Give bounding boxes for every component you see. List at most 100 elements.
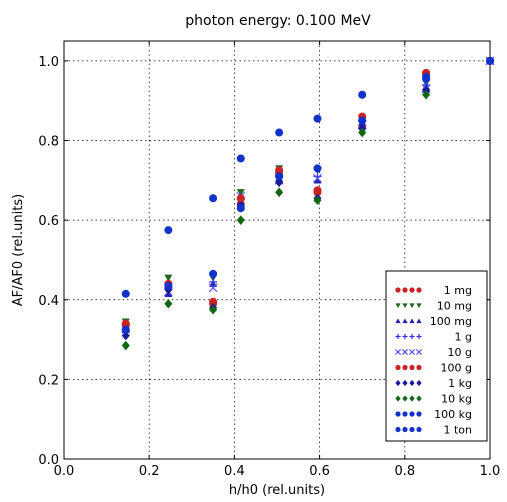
legend-marker — [416, 426, 422, 433]
data-point — [486, 56, 494, 65]
legend-item: 10 kg — [395, 393, 472, 406]
data-point — [121, 340, 130, 351]
legend-item: 1 mg — [395, 284, 472, 297]
data-point — [209, 297, 218, 306]
data-points — [121, 56, 495, 351]
data-point — [164, 226, 173, 235]
x-tick-label: 0.6 — [309, 464, 330, 479]
data-point — [209, 304, 218, 315]
legend-label: 100 mg — [430, 315, 472, 328]
legend-marker — [402, 364, 408, 371]
data-point — [313, 164, 322, 173]
data-point — [358, 116, 367, 125]
legend-marker — [394, 348, 402, 356]
legend-marker — [395, 318, 401, 324]
series-1-ton — [121, 56, 494, 298]
data-point — [236, 189, 245, 197]
legend-marker — [402, 379, 408, 387]
data-point — [121, 319, 130, 328]
grid-lines — [64, 41, 490, 459]
legend-marker — [408, 348, 416, 356]
legend-label: 1 g — [455, 331, 472, 344]
x-tick-label: 1.0 — [480, 464, 501, 479]
legend-label: 10 kg — [441, 393, 472, 406]
x-tick-label: 0.4 — [224, 464, 245, 479]
x-axis-label: h/h0 (rel.units) — [229, 483, 325, 498]
data-point — [358, 127, 367, 138]
data-point — [209, 269, 218, 278]
data-point — [236, 204, 245, 213]
axis-ticks: 0.0 0.2 0.4 0.6 0.8 1.0 0.0 0.2 0.4 0.6 0.8 1.0 — [38, 41, 500, 479]
data-point — [209, 194, 218, 203]
data-point — [275, 128, 284, 137]
x-tick-label: 0.2 — [139, 464, 160, 479]
plot-frame — [63, 40, 491, 460]
data-point — [275, 172, 284, 181]
data-point — [236, 215, 245, 225]
legend-item: 10 g — [394, 346, 472, 359]
legend-marker — [409, 318, 415, 324]
data-point — [164, 274, 173, 282]
legend-marker — [416, 395, 422, 402]
legend-marker — [395, 333, 401, 340]
y-axis-label: AF/AF0 (rel.units) — [11, 194, 26, 306]
legend-label: 100 kg — [434, 408, 472, 421]
chart-title: photon energy: 0.100 MeV — [185, 13, 371, 29]
legend-marker — [402, 395, 408, 402]
data-point — [422, 89, 431, 100]
legend-marker — [402, 426, 408, 433]
legend-marker — [416, 411, 422, 417]
y-tick-label: 1.0 — [38, 55, 59, 70]
legend-marker — [416, 318, 422, 324]
data-point — [121, 325, 130, 334]
legend-marker — [402, 303, 408, 309]
legend-item: 10 mg — [395, 300, 472, 313]
series-10-kg — [121, 56, 494, 351]
legend-marker — [416, 303, 422, 309]
legend-marker — [402, 287, 408, 293]
legend-marker — [401, 348, 409, 356]
legend-label: 100 g — [441, 362, 472, 375]
data-point — [313, 173, 322, 183]
legend-marker — [395, 426, 401, 433]
legend-marker — [395, 395, 401, 402]
x-tick-label: 0.0 — [54, 464, 75, 479]
legend-marker — [409, 333, 415, 340]
legend-marker — [415, 348, 423, 356]
data-point — [164, 298, 173, 309]
data-point — [164, 281, 173, 290]
data-point — [313, 188, 322, 197]
legend-item: 1 kg — [395, 377, 472, 390]
legend-marker — [409, 287, 415, 293]
y-tick-label: 0.4 — [38, 294, 59, 309]
legend-item: 100 kg — [395, 408, 472, 421]
legend-marker — [409, 303, 415, 309]
legend-marker — [416, 364, 422, 371]
y-tick-label: 0.8 — [38, 135, 59, 150]
legend-item: 1 g — [395, 331, 472, 344]
data-point — [275, 187, 284, 198]
legend-marker — [416, 333, 422, 340]
legend-marker — [395, 364, 401, 371]
y-tick-label: 0.6 — [38, 214, 59, 229]
data-point — [236, 154, 245, 163]
legend-marker — [409, 426, 415, 433]
data-point — [121, 289, 130, 298]
legend-marker — [395, 379, 401, 387]
legend-label: 1 kg — [448, 377, 472, 390]
legend-label: 10 mg — [437, 300, 472, 313]
legend-label: 1 mg — [444, 284, 472, 297]
data-point — [313, 195, 322, 206]
legend-label: 10 g — [448, 346, 472, 359]
legend-label: 1 ton — [443, 424, 472, 437]
legend-marker — [402, 318, 408, 324]
legend-marker — [395, 303, 401, 309]
legend-marker — [409, 395, 415, 402]
y-tick-label: 0.2 — [38, 373, 59, 388]
data-point — [358, 90, 367, 99]
data-point — [121, 330, 130, 341]
legend-marker — [402, 333, 408, 340]
legend-marker — [395, 411, 401, 417]
data-point — [313, 114, 322, 123]
